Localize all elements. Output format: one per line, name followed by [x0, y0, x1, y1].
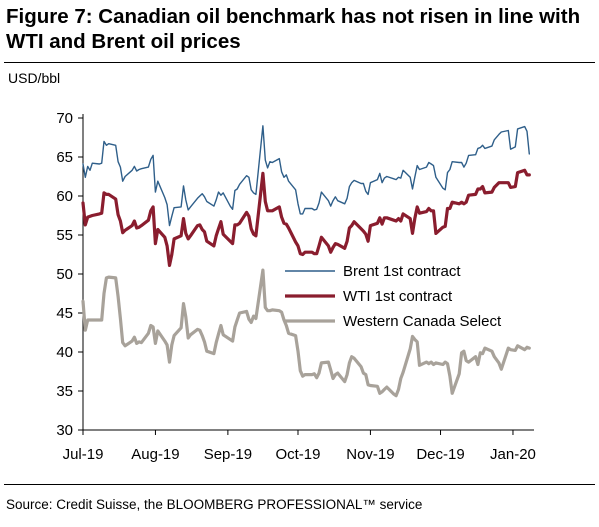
y-tick-label: 45: [56, 305, 73, 322]
series-line-western-canada-select: [81, 268, 531, 398]
series-line-wti-1st-contract: [81, 168, 531, 267]
legend-label: Brent 1st contract: [343, 263, 461, 280]
x-tick-label: Nov-19: [346, 446, 394, 463]
source-note: Source: Credit Suisse, the BLOOMBERG PRO…: [6, 497, 423, 512]
y-tick-label: 30: [56, 422, 73, 439]
y-tick-label: 60: [56, 188, 73, 205]
y-tick-label: 35: [56, 383, 73, 400]
legend-label: WTI 1st contract: [343, 288, 453, 305]
y-tick-label: 50: [56, 266, 73, 283]
y-tick-label: 70: [56, 110, 73, 127]
series-line-brent-1st-contract: [82, 125, 530, 227]
top-rule: [4, 62, 595, 63]
figure-title: Figure 7: Canadian oil benchmark has not…: [6, 5, 581, 53]
y-tick-label: 55: [56, 227, 73, 244]
x-tick-label: Jul-19: [63, 446, 104, 463]
x-tick-label: Sep-19: [204, 446, 252, 463]
legend-label: Western Canada Select: [343, 313, 502, 330]
bottom-rule: [4, 484, 595, 485]
x-tick-label: Oct-19: [275, 446, 320, 463]
y-tick-label: 65: [56, 149, 73, 166]
x-tick-label: Jan-20: [490, 446, 536, 463]
y-axis-unit-label: USD/bbl: [8, 70, 61, 86]
x-tick-label: Dec-19: [416, 446, 464, 463]
x-tick-label: Aug-19: [131, 446, 179, 463]
y-tick-label: 40: [56, 344, 73, 361]
